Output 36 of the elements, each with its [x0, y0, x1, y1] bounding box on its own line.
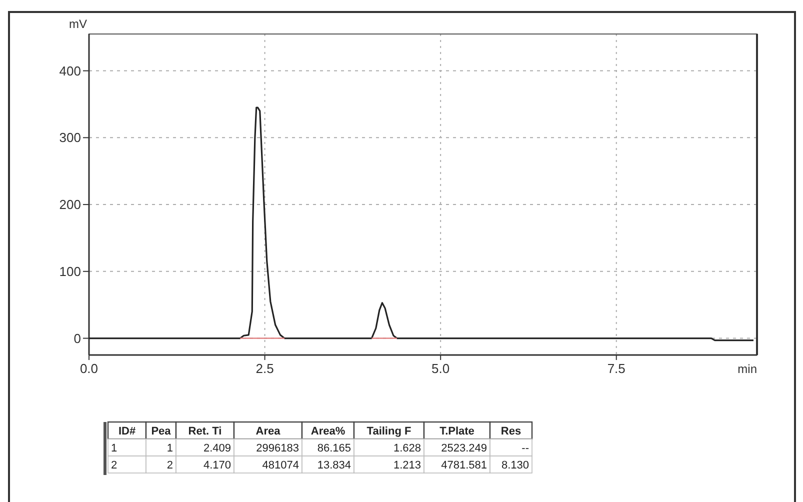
x-tick-label: 2.5 — [256, 361, 274, 376]
text: ID# — [118, 426, 136, 438]
text: Ret. Ti — [188, 426, 222, 438]
text: Res — [500, 426, 522, 438]
y-tick-label: 0 — [74, 330, 81, 346]
text: T.Plate — [440, 426, 474, 438]
text: 481074 — [262, 460, 299, 472]
y-tick-label: 100 — [59, 264, 81, 279]
x-tick-label: 5.0 — [432, 361, 450, 376]
text: 1 — [166, 442, 173, 454]
x-tick-label: 7.5 — [607, 361, 626, 376]
text: 2523.249 — [441, 442, 487, 454]
text: 4781.581 — [441, 460, 487, 472]
y-tick-label: 300 — [59, 130, 81, 146]
text: 2996183 — [256, 442, 299, 454]
text: 1 — [111, 442, 118, 454]
y-tick-label: 400 — [59, 63, 81, 78]
text: 13.834 — [317, 460, 351, 472]
text: -- — [522, 442, 530, 454]
x-axis-title: min — [738, 362, 757, 376]
text: 8.130 — [501, 460, 529, 472]
text: 4.170 — [203, 460, 231, 472]
line-series — [88, 106, 754, 342]
text: 2 — [166, 460, 173, 472]
text: Area — [256, 426, 282, 438]
text: 86.165 — [317, 442, 351, 454]
text: Area% — [310, 426, 346, 438]
y-axis-title: mV — [69, 17, 87, 31]
text: 2.409 — [203, 442, 231, 454]
text: Pea — [151, 426, 172, 438]
text: 1.213 — [393, 460, 421, 472]
text: 2 — [111, 460, 118, 472]
y-tick-label: 200 — [59, 197, 81, 212]
x-tick-label: 0.0 — [80, 361, 98, 376]
text: 1.628 — [393, 442, 421, 454]
text: Tailing F — [366, 426, 412, 438]
